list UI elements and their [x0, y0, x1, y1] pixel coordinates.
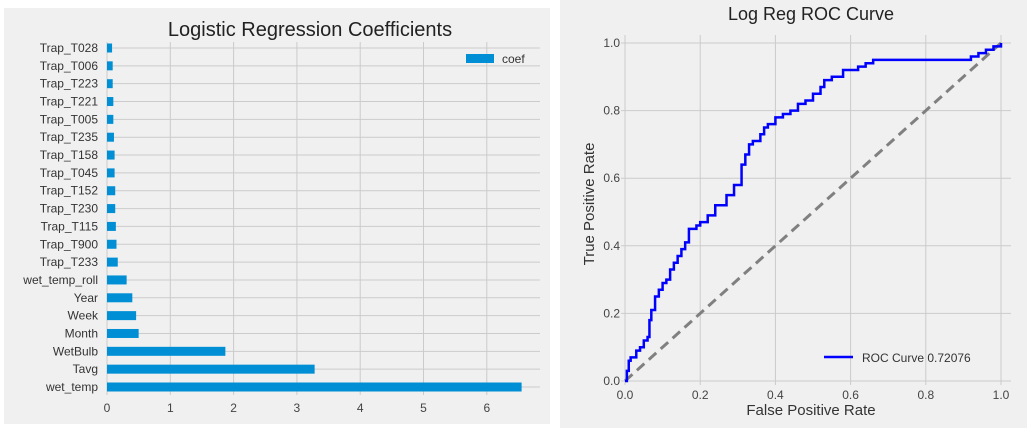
- y-tick-label: Week: [68, 309, 99, 323]
- y-tick-label: wet_temp_roll: [22, 273, 98, 287]
- legend-swatch-coef: [466, 54, 494, 63]
- x-tick-label: 5: [420, 401, 427, 415]
- roc-figure-bg: [560, 0, 1027, 428]
- y-tick-label: 0.4: [603, 239, 620, 253]
- legend-label-roc: ROC Curve 0.72076: [862, 351, 971, 365]
- y-tick-label: Trap_T221: [40, 95, 99, 109]
- coefficients-legend: coef: [466, 52, 525, 66]
- y-tick-label: Trap_T152: [40, 184, 99, 198]
- coefficients-bars: [107, 43, 522, 392]
- bar: [107, 186, 116, 196]
- roc-legend: ROC Curve 0.72076: [824, 351, 971, 365]
- y-tick-label: 0.0: [603, 374, 620, 388]
- bar: [107, 239, 117, 249]
- bar: [107, 328, 139, 338]
- bar: [107, 61, 113, 71]
- y-tick-label: 0.8: [603, 104, 620, 118]
- bar: [107, 346, 226, 356]
- y-tick-label: Trap_T115: [41, 219, 99, 233]
- y-tick-label: Trap_T235: [40, 130, 99, 144]
- y-tick-label: 1.0: [603, 36, 620, 50]
- x-tick-label: 3: [294, 401, 301, 415]
- bar: [107, 114, 114, 124]
- roc-grid: [621, 35, 1011, 385]
- x-tick-label: 6: [483, 401, 490, 415]
- bar: [107, 168, 115, 178]
- y-tick-label: Trap_T006: [40, 59, 99, 73]
- bar: [107, 364, 315, 374]
- x-tick-label: 1.0: [993, 388, 1010, 402]
- roc-y-axis-label: True Positive Rate: [581, 143, 598, 266]
- random-guess-line: [623, 41, 1003, 383]
- coefficients-chart-title: Logistic Regression Coefficients: [168, 19, 452, 41]
- y-tick-label: Trap_T233: [40, 255, 99, 269]
- x-tick-label: 0: [104, 401, 111, 415]
- y-tick-label: Year: [74, 291, 98, 305]
- y-tick-label: Trap_T158: [40, 148, 99, 162]
- x-tick-label: 0.4: [767, 388, 784, 402]
- bar: [107, 79, 113, 89]
- y-tick-label: Trap_T900: [40, 237, 99, 251]
- coefficients-y-tick-labels: wet_temp Tavg WetBulb Month Week Year wet_temp…: [22, 41, 99, 394]
- x-tick-label: 0.8: [917, 388, 934, 402]
- roc-tick-labels: 0.0 0.2 0.4 0.6 0.8 1.0 0.0 0.2 0.4 0.6 0.8 1.0: [603, 36, 1009, 402]
- coefficients-x-tick-labels: 0 1 2 3 4 5 6: [104, 401, 491, 415]
- x-tick-label: 1: [167, 401, 174, 415]
- roc-chart: Log Reg ROC Curve 0.0 0.2 0.4 0.6 0.8 1.00.00…: [560, 0, 1027, 428]
- y-tick-label: 0.2: [603, 306, 620, 320]
- legend-label-coef: coef: [502, 52, 525, 66]
- y-tick-label: WetBulb: [53, 344, 98, 358]
- coefficients-plot-area: [4, 8, 550, 424]
- x-tick-label: 4: [357, 401, 364, 415]
- coefficients-chart: Logistic Regression Coefficients wet_tem…: [4, 8, 550, 424]
- bar: [107, 221, 116, 231]
- bar: [107, 204, 116, 214]
- roc-x-axis-label: False Positive Rate: [746, 402, 875, 419]
- bar: [107, 382, 522, 392]
- y-tick-label: Trap_T028: [40, 41, 99, 55]
- bar: [107, 43, 113, 53]
- bar: [107, 293, 133, 303]
- y-tick-label: 0.6: [603, 171, 620, 185]
- x-tick-label: 0.0: [617, 388, 634, 402]
- bar: [107, 275, 127, 285]
- bar: [107, 97, 114, 107]
- bar: [107, 311, 137, 321]
- y-tick-label: Month: [65, 326, 98, 340]
- roc-curve-line: [625, 43, 1003, 383]
- bar: [107, 257, 118, 267]
- bar: [107, 132, 114, 142]
- y-tick-label: wet_temp: [45, 380, 98, 394]
- y-tick-label: Trap_T230: [40, 202, 99, 216]
- roc-chart-title: Log Reg ROC Curve: [728, 4, 894, 24]
- bar: [107, 150, 115, 160]
- y-tick-label: Trap_T045: [40, 166, 99, 180]
- x-tick-label: 0.6: [842, 388, 859, 402]
- x-tick-label: 2: [230, 401, 237, 415]
- y-tick-label: Trap_T005: [40, 112, 99, 126]
- y-tick-label: Tavg: [73, 362, 98, 376]
- x-tick-label: 0.2: [692, 388, 709, 402]
- y-tick-label: Trap_T223: [40, 77, 99, 91]
- roc-lines: [623, 41, 1003, 383]
